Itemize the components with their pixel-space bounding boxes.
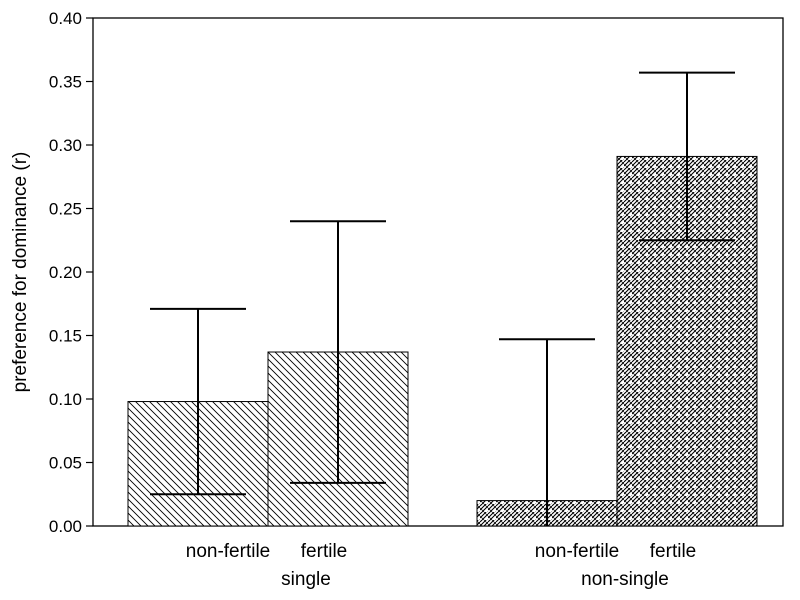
- y-tick-label: 0.15: [49, 327, 82, 346]
- y-tick-label: 0.40: [49, 9, 82, 28]
- x-tick-label: fertile: [650, 541, 696, 562]
- group-label: single: [281, 569, 331, 590]
- y-tick-label: 0.30: [49, 136, 82, 155]
- group-label: non-single: [581, 569, 669, 590]
- x-tick-label: non-fertile: [186, 541, 271, 562]
- x-tick-label: fertile: [301, 541, 347, 562]
- y-tick-label: 0.25: [49, 200, 82, 219]
- y-axis: 0.00 0.05 0.10 0.15 0.20 0.25 0.30 0.35 0.40: [49, 9, 93, 536]
- x-tick-label: non-fertile: [535, 541, 620, 562]
- y-axis-label: preference for dominance (r): [10, 152, 31, 393]
- y-tick-label: 0.35: [49, 73, 82, 92]
- y-tick-label: 0.10: [49, 390, 82, 409]
- y-tick-label: 0.05: [49, 454, 82, 473]
- y-tick-label: 0.00: [49, 517, 82, 536]
- bars: [127, 155, 758, 527]
- x-axis-labels: non-fertile fertile single non-fertile ferti…: [186, 541, 696, 590]
- y-tick-label: 0.20: [49, 263, 82, 282]
- error-bars: [150, 71, 735, 526]
